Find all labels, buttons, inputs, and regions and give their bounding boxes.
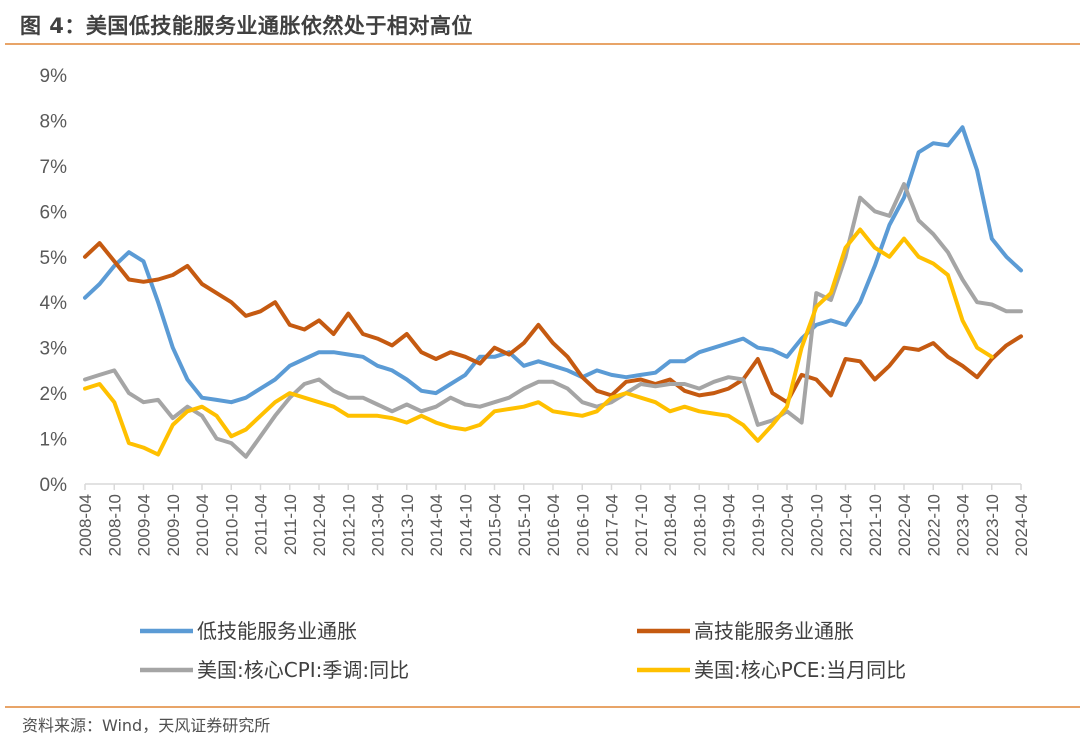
x-tick-label: 2016-10 (573, 494, 592, 556)
legend-item-core-pce: 美国:核心PCE:当月同比 (637, 658, 906, 682)
legend-label-low-skill: 低技能服务业通胀 (197, 619, 357, 643)
x-tick-label: 2020-10 (807, 494, 826, 556)
x-tick-label: 2017-10 (632, 494, 651, 556)
x-tick-label: 2014-04 (427, 494, 446, 556)
y-tick-label: 4% (40, 293, 68, 314)
x-tick-label: 2022-10 (924, 494, 943, 556)
x-tick-label: 2019-10 (749, 494, 768, 556)
y-tick-label: 3% (40, 339, 68, 360)
x-tick-label: 2020-04 (778, 494, 797, 556)
y-tick-label: 5% (40, 248, 68, 269)
x-tick-label: 2015-04 (486, 494, 505, 556)
x-tick-label: 2014-10 (456, 494, 475, 556)
series-lines (83, 125, 1023, 459)
x-tick-label: 2016-04 (544, 494, 563, 556)
x-tick-label: 2024-04 (1012, 494, 1031, 556)
x-tick-label: 2009-10 (164, 494, 183, 556)
y-axis: 0% 1% 2% 3% 4% 5% 6% 7% 8% 9% (40, 66, 68, 496)
y-tick-label: 8% (40, 111, 68, 132)
x-tick-label: 2018-04 (661, 494, 680, 556)
legend-item-high-skill: 高技能服务业通胀 (637, 619, 854, 643)
x-tick-label: 2008-04 (76, 494, 95, 556)
x-tick-label: 2011-04 (252, 494, 271, 555)
legend-label-core-cpi: 美国:核心CPI:季调:同比 (197, 658, 409, 682)
x-tick-label: 2019-04 (720, 494, 739, 556)
title-divider (5, 43, 1080, 45)
x-axis: 2008-04 2008-10 2009-04 2009-10 2010-04 2010-… (76, 483, 1031, 556)
y-tick-label: 7% (40, 157, 68, 178)
y-tick-label: 2% (40, 384, 68, 405)
series-line-core-pce (83, 227, 994, 457)
x-tick-label: 2011-10 (281, 494, 300, 555)
line-chart: 0% 1% 2% 3% 4% 5% 6% 7% 8% 9% 2008-04 2008-10 2009-… (40, 66, 1031, 682)
series-line-low-skill (83, 125, 1023, 405)
series-line-high-skill (83, 241, 1023, 405)
x-tick-label: 2017-04 (603, 494, 622, 556)
legend-label-core-pce: 美国:核心PCE:当月同比 (694, 658, 906, 682)
x-tick-label: 2021-10 (866, 494, 885, 556)
y-tick-label: 1% (40, 430, 68, 451)
chart-title: 图 4：美国低技能服务业通胀依然处于相对高位 (20, 14, 473, 38)
x-tick-label: 2008-10 (105, 494, 124, 556)
x-tick-label: 2015-10 (515, 494, 534, 556)
y-tick-label: 0% (40, 475, 68, 496)
x-tick-label: 2013-10 (398, 494, 417, 556)
x-tick-label: 2022-04 (895, 494, 914, 556)
x-tick-label: 2021-04 (837, 494, 856, 556)
legend-item-low-skill: 低技能服务业通胀 (140, 619, 357, 643)
y-tick-label: 9% (40, 66, 68, 87)
x-tick-label: 2009-04 (135, 494, 154, 556)
x-tick-label: 2023-10 (983, 494, 1002, 556)
legend-label-high-skill: 高技能服务业通胀 (694, 619, 854, 643)
y-tick-label: 6% (40, 202, 68, 223)
legend-item-core-cpi: 美国:核心CPI:季调:同比 (140, 658, 409, 682)
x-tick-label: 2012-04 (310, 494, 329, 556)
source-note: 资料来源：Wind，天风证券研究所 (22, 716, 271, 735)
x-tick-label: 2010-04 (193, 494, 212, 556)
x-tick-label: 2013-04 (369, 494, 388, 556)
legend: 低技能服务业通胀 高技能服务业通胀 美国:核心CPI:季调:同比 美国:核心PC… (140, 619, 906, 682)
x-tick-label: 2012-10 (339, 494, 358, 556)
series-line-core-cpi (83, 182, 1023, 459)
x-tick-label: 2010-10 (222, 494, 241, 556)
x-tick-label: 2023-04 (954, 494, 973, 556)
x-tick-label: 2018-10 (690, 494, 709, 556)
source-divider (5, 706, 1080, 708)
